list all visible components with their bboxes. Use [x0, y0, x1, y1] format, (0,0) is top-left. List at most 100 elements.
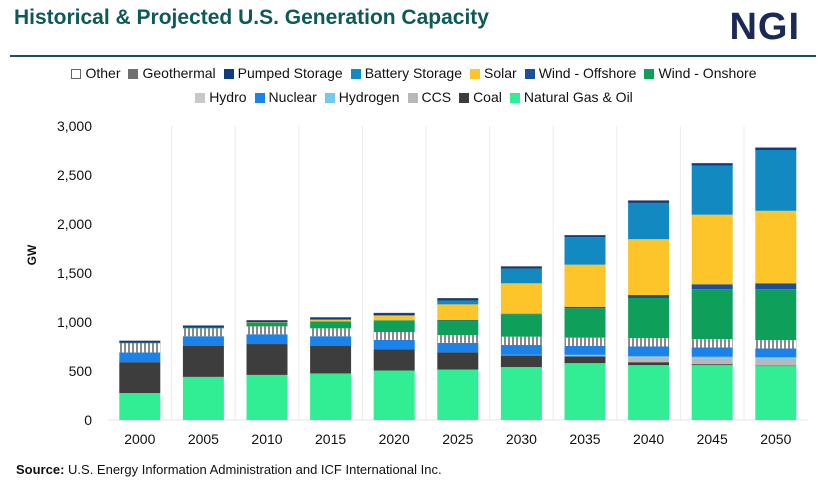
y-tick-label: 2,500 — [57, 167, 92, 183]
bar-segment-geothermal-2015 — [310, 317, 352, 318]
legend-label: Geothermal — [142, 65, 216, 81]
bar-segment-wind-onshore-2045 — [691, 289, 733, 340]
bar-segment-nuclear-2045 — [691, 347, 733, 357]
y-tick-label: 500 — [69, 363, 93, 379]
x-tick-label: 2010 — [251, 431, 282, 447]
legend-swatch — [350, 69, 361, 79]
legend-swatch — [128, 69, 139, 79]
legend-label: Wind - Offshore — [538, 65, 637, 81]
bar-segment-wind-offshore-2025 — [437, 320, 479, 321]
bar-segment-geothermal-2000 — [119, 340, 161, 342]
bar-segment-pumped-storage-2020 — [373, 312, 415, 316]
bar-segment-coal-2035 — [564, 356, 606, 364]
bar-segment-other-2050 — [755, 146, 797, 148]
bar-segment-pumped-storage-2030 — [500, 266, 542, 269]
bar-segment-natural-gas-oil-2005 — [182, 376, 224, 420]
bar-segment-wind-offshore-2030 — [500, 313, 542, 315]
x-tick-label: 2005 — [188, 431, 219, 447]
bar-segment-pumped-storage-2045 — [691, 163, 733, 166]
legend-item-nuclear: Nuclear — [254, 89, 317, 105]
bar-segment-hydro-2020 — [373, 331, 415, 340]
bar-segment-solar-2015 — [310, 319, 352, 322]
bar-segment-geothermal-2045 — [691, 162, 733, 164]
source-text: U.S. Energy Information Administration a… — [64, 462, 442, 477]
legend-label: CCS — [421, 89, 452, 105]
legend-item-battery-storage: Battery Storage — [350, 65, 462, 81]
bar-segment-natural-gas-oil-2035 — [564, 363, 606, 420]
x-tick-label: 2035 — [569, 431, 600, 447]
bar-segment-hydrogen-2040 — [628, 356, 670, 358]
legend-item-pumped-storage: Pumped Storage — [223, 65, 343, 81]
bar-segment-nuclear-2000 — [119, 352, 161, 363]
x-tick-label: 2040 — [633, 431, 664, 447]
bar-segment-other-2030 — [500, 265, 542, 267]
bar-segment-pumped-storage-2000 — [119, 340, 161, 343]
chart-title: Historical & Projected U.S. Generation C… — [14, 6, 489, 29]
bar-segment-wind-onshore-2030 — [500, 314, 542, 337]
bar-segment-wind-offshore-2040 — [628, 295, 670, 298]
y-tick-label: 1,000 — [57, 314, 92, 330]
x-tick-label: 2020 — [379, 431, 410, 447]
bar-segment-solar-2045 — [691, 214, 733, 285]
bar-segment-wind-offshore-2050 — [755, 283, 797, 290]
legend-label: Pumped Storage — [237, 65, 343, 81]
legend-item-geothermal: Geothermal — [128, 65, 216, 81]
bar-segment-wind-onshore-2040 — [628, 297, 670, 339]
bar-segment-solar-2010 — [246, 322, 288, 323]
bar-segment-other-2000 — [119, 340, 161, 341]
bar-segment-pumped-storage-2005 — [182, 325, 224, 328]
bar-segment-coal-2005 — [182, 346, 224, 377]
bar-segment-other-2010 — [246, 319, 288, 321]
legend-item-wind-onshore: Wind - Onshore — [644, 65, 757, 81]
legend-label: Nuclear — [268, 89, 317, 105]
bar-segment-battery-storage-2050 — [755, 150, 797, 211]
x-tick-label: 2025 — [442, 431, 473, 447]
legend-swatch — [509, 93, 520, 103]
bar-segment-nuclear-2005 — [182, 336, 224, 347]
legend-swatch — [71, 69, 82, 79]
bar-segment-geothermal-2010 — [246, 320, 288, 321]
y-tick-label: 0 — [84, 412, 92, 428]
bar-segment-nuclear-2010 — [246, 334, 288, 345]
legend-swatch — [324, 93, 335, 103]
legend-label: Coal — [473, 89, 502, 105]
bar-segment-battery-storage-2040 — [628, 202, 670, 240]
y-tick-label: 2,000 — [57, 216, 92, 232]
legend-swatch — [254, 93, 265, 103]
bar-segment-other-2015 — [310, 316, 352, 318]
bar-segment-coal-2045 — [691, 364, 733, 366]
legend-item-hydro: Hydro — [195, 89, 247, 105]
bar-segment-hydro-2045 — [691, 339, 733, 348]
bar-segment-geothermal-2005 — [182, 325, 224, 326]
bar-segment-nuclear-2015 — [310, 336, 352, 347]
bar-segment-solar-2035 — [564, 264, 606, 307]
bar-segment-hydro-2040 — [628, 338, 670, 347]
legend-swatch — [524, 69, 535, 79]
bar-segment-wind-onshore-2000 — [119, 342, 161, 344]
legend-row-1: Other Geothermal Pumped Storage Battery Sto… — [0, 65, 828, 81]
bar-segment-natural-gas-oil-2045 — [691, 365, 733, 420]
bar-segment-coal-2025 — [437, 352, 479, 370]
bar-segment-pumped-storage-2050 — [755, 147, 797, 151]
bar-segment-nuclear-2050 — [755, 348, 797, 358]
bar-segment-ccs-2045 — [691, 358, 733, 365]
legend-label: Hydrogen — [338, 89, 400, 105]
bar-segment-nuclear-2035 — [564, 346, 606, 355]
bar-segment-coal-2010 — [246, 344, 288, 375]
bar-segment-hydro-2025 — [437, 335, 479, 343]
ngi-logo: NGI — [729, 6, 800, 48]
bar-segment-hydro-2010 — [246, 326, 288, 335]
bar-segment-battery-storage-2045 — [691, 165, 733, 215]
bar-segment-hydro-2030 — [500, 336, 542, 346]
bar-segment-natural-gas-oil-2000 — [119, 393, 161, 420]
legend-swatch — [644, 69, 655, 79]
bar-segment-hydrogen-2045 — [691, 356, 733, 359]
legend-label: Natural Gas & Oil — [523, 89, 633, 105]
bar-segment-battery-storage-2030 — [500, 268, 542, 284]
bar-segment-natural-gas-oil-2025 — [437, 369, 479, 420]
y-axis-label: GW — [25, 244, 39, 265]
bar-segment-solar-2040 — [628, 239, 670, 296]
bar-segment-wind-onshore-2010 — [246, 322, 288, 327]
legend-label: Solar — [484, 65, 517, 81]
